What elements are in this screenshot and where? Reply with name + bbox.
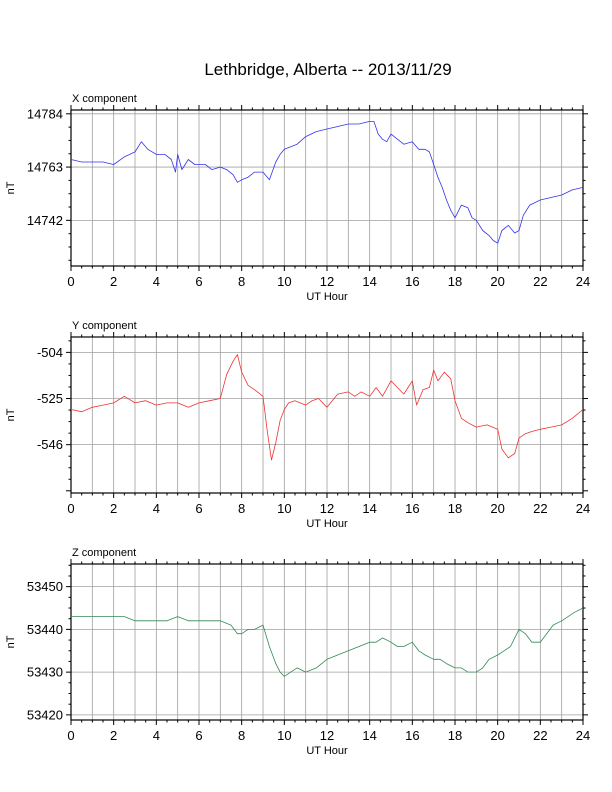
- series-line: [71, 607, 584, 677]
- x-tick-label: 12: [320, 274, 334, 289]
- x-tick-label: 4: [153, 274, 160, 289]
- x-tick-label: 16: [405, 728, 419, 743]
- y-tick-label: 14784: [27, 106, 63, 121]
- series-line: [70, 121, 584, 244]
- panel-title: Y component: [72, 320, 137, 332]
- x-tick-label: 20: [490, 274, 504, 289]
- y-axis-label: nT: [5, 408, 17, 421]
- panel-title: X component: [72, 93, 137, 105]
- y-tick-labels: 53420 53430 53440 53450: [27, 579, 63, 722]
- x-tick-label: 4: [153, 728, 160, 743]
- x-tick-label: 10: [277, 274, 291, 289]
- x-tick-label: 2: [110, 274, 117, 289]
- x-tick-label: 16: [405, 501, 419, 516]
- y-tick-labels: 14742 14763 14784: [27, 106, 63, 228]
- x-tick-labels: 0 2 4 6 8 10 12 14 16 18 20 22 24: [67, 274, 590, 289]
- y-tick-label: -504: [37, 345, 63, 360]
- x-tick-label: 8: [238, 501, 245, 516]
- x-tick-label: 14: [362, 728, 376, 743]
- y-tick-label: -525: [37, 391, 63, 406]
- x-tick-label: 22: [533, 728, 547, 743]
- y-tick-label: -546: [37, 437, 63, 452]
- x-tick-labels: 0 2 4 6 8 10 12 14 16 18 20 22 24: [67, 501, 590, 516]
- y-tick-labels: -504 -525 -546: [37, 345, 63, 452]
- x-tick-label: 24: [576, 728, 590, 743]
- series-line: [70, 354, 584, 461]
- x-tick-label: 22: [533, 274, 547, 289]
- plot-frame: [70, 563, 584, 721]
- x-tick-label: 4: [153, 501, 160, 516]
- x-tick-label: 18: [448, 728, 462, 743]
- x-tick-label: 0: [67, 728, 74, 743]
- x-tick-label: 18: [448, 274, 462, 289]
- x-tick-label: 12: [320, 501, 334, 516]
- x-tick-label: 8: [238, 274, 245, 289]
- x-tick-label: 10: [277, 728, 291, 743]
- figure-title: Lethbridge, Alberta -- 2013/11/29: [204, 60, 451, 79]
- grid: [71, 337, 583, 493]
- x-tick-label: 24: [576, 501, 590, 516]
- x-tick-label: 0: [67, 501, 74, 516]
- plot-frame: [70, 336, 584, 494]
- x-tick-label: 8: [238, 728, 245, 743]
- x-axis-label: UT Hour: [306, 745, 348, 757]
- y-tick-label: 53420: [27, 707, 63, 722]
- y-tick-label: 53430: [27, 665, 63, 680]
- y-axis-label: nT: [5, 635, 17, 648]
- y-tick-label: 14763: [27, 160, 63, 175]
- x-tick-labels: 0 2 4 6 8 10 12 14 16 18 20 22 24: [67, 728, 590, 743]
- x-tick-label: 20: [490, 501, 504, 516]
- x-tick-label: 22: [533, 501, 547, 516]
- x-tick-label: 10: [277, 501, 291, 516]
- x-tick-label: 6: [195, 501, 202, 516]
- x-axis-label: UT Hour: [306, 291, 348, 303]
- x-tick-label: 20: [490, 728, 504, 743]
- grid: [71, 110, 583, 266]
- plot-frame: [70, 109, 584, 267]
- x-tick-label: 18: [448, 501, 462, 516]
- x-tick-label: 0: [67, 274, 74, 289]
- y-tick-label: 53450: [27, 579, 63, 594]
- x-tick-label: 24: [576, 274, 590, 289]
- grid: [71, 564, 583, 720]
- y-component-panel: Y component 0 2 4 6 8 10 12 14 16 18 20 22 24 -504-5…: [5, 320, 590, 530]
- y-tick-label: 53440: [27, 622, 63, 637]
- x-tick-label: 12: [320, 728, 334, 743]
- x-tick-label: 6: [195, 274, 202, 289]
- x-tick-label: 14: [362, 501, 376, 516]
- panel-title: Z component: [72, 547, 136, 559]
- x-tick-label: 2: [110, 501, 117, 516]
- x-tick-label: 14: [362, 274, 376, 289]
- x-component-panel: X component 0 2 4 6 8 10 12 14 16 18 20 22 24 147421…: [5, 93, 590, 303]
- x-tick-label: 2: [110, 728, 117, 743]
- y-axis-label: nT: [5, 181, 17, 194]
- x-tick-label: 6: [195, 728, 202, 743]
- x-tick-label: 16: [405, 274, 419, 289]
- x-axis-label: UT Hour: [306, 518, 348, 530]
- y-tick-label: 14742: [27, 213, 63, 228]
- z-component-panel: Z component 0 2 4 6 8 10 12 14 16 18 20 22 24 534205…: [5, 547, 590, 757]
